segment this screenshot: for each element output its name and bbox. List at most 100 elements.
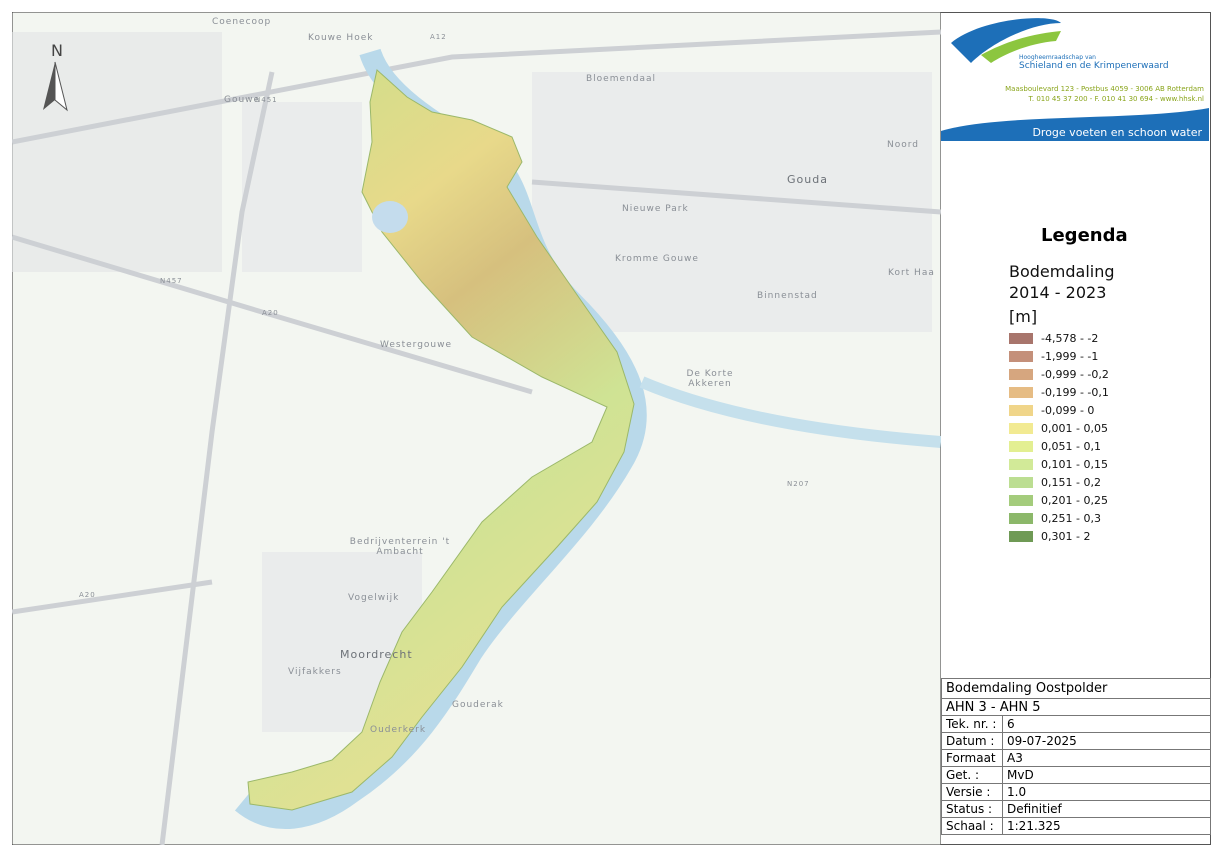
field-label: Datum :	[941, 732, 1003, 750]
legend-label: -1,999 - -1	[1041, 349, 1099, 363]
legend-swatch	[1009, 512, 1033, 524]
legend-label: 0,051 - 0,1	[1041, 439, 1101, 453]
side-panel: Hoogheemraadschap van Schieland en de Kr…	[941, 12, 1211, 845]
legend-label: -0,999 - -0,2	[1041, 367, 1109, 381]
legend-swatch	[1009, 458, 1033, 470]
north-label: N	[51, 41, 63, 60]
field-label: Formaat	[941, 749, 1003, 767]
legend-swatch	[1009, 368, 1033, 380]
field-value: Definitief	[1002, 800, 1211, 818]
map-label: Kort Haa	[888, 268, 935, 278]
map-label: De Korte Akkeren	[686, 369, 734, 389]
industrial-area	[12, 32, 222, 272]
title-block-row: Tek. nr. :6	[941, 715, 1211, 733]
map-label: Kromme Gouwe	[615, 254, 699, 264]
map-label: Bedrijventerrein 't Ambacht	[349, 537, 451, 557]
legend-label: -0,099 - 0	[1041, 403, 1095, 417]
map-label: Kouwe Hoek	[308, 33, 374, 43]
north-arrow	[43, 61, 68, 112]
logo-text: Schieland en de Krimpenerwaard	[1019, 61, 1169, 71]
roads	[12, 29, 941, 845]
legend-swatch	[1009, 332, 1033, 344]
legend-label: 0,251 - 0,3	[1041, 511, 1101, 525]
field-label: Status :	[941, 800, 1003, 818]
title-block-rows: Tek. nr. :6 Datum :09-07-2025 Formaat A3 Get…	[941, 715, 1211, 835]
legend-item: 0,301 - 2	[1009, 529, 1090, 543]
field-value: MvD	[1002, 766, 1211, 784]
map-label: Bloemendaal	[586, 74, 656, 84]
legend-item: -4,578 - -2	[1009, 331, 1098, 345]
legend-swatch	[1009, 350, 1033, 362]
legend-item: 0,101 - 0,15	[1009, 457, 1108, 471]
legend-unit: [m]	[1009, 307, 1038, 326]
map-label: A20	[79, 591, 96, 599]
title-block-row: Formaat A3	[941, 749, 1211, 767]
legend-label: -4,578 - -2	[1041, 331, 1099, 345]
map-label: N451	[255, 96, 278, 104]
legend-item: 0,051 - 0,1	[1009, 439, 1101, 453]
legend-swatch	[1009, 494, 1033, 506]
map-label: Moordrecht	[340, 648, 413, 661]
title-block-row: Schaal :1:21.325	[941, 817, 1211, 835]
legend-label: 0,201 - 0,25	[1041, 493, 1108, 507]
logo-contact: T. 010 45 37 200 - F. 010 41 30 694 - ww…	[1028, 95, 1204, 103]
legend-layer-title: Bodemdaling 2014 - 2023	[1009, 262, 1115, 302]
field-value: A3	[1002, 749, 1211, 767]
legend-label: 0,151 - 0,2	[1041, 475, 1101, 489]
legend-label: -0,199 - -0,1	[1041, 385, 1109, 399]
legend-swatch	[1009, 422, 1033, 434]
map-label: Coenecoop	[212, 17, 272, 27]
map-label: Binnenstad	[757, 291, 818, 301]
map: N	[12, 12, 941, 845]
map-label: A20	[262, 309, 279, 317]
legend-label: 0,301 - 2	[1041, 529, 1091, 543]
logo-slogan: Droge voeten en schoon water	[1032, 126, 1202, 139]
legend-swatch	[1009, 476, 1033, 488]
map-label: Vogelwijk	[348, 593, 400, 603]
field-label: Versie :	[941, 783, 1003, 801]
field-value: 1.0	[1002, 783, 1211, 801]
legend-swatch	[1009, 440, 1033, 452]
legend-item: -0,999 - -0,2	[1009, 367, 1109, 381]
title-block: Bodemdaling Oostpolder AHN 3 - AHN 5 Tek…	[941, 678, 1211, 835]
legend-label: 0,001 - 0,05	[1041, 421, 1108, 435]
title-block-row: Status : Definitief	[941, 800, 1211, 818]
legend-item: -1,999 - -1	[1009, 349, 1098, 363]
map-label: Gouwe	[224, 95, 261, 105]
title-block-row: Datum :09-07-2025	[941, 732, 1211, 750]
legend-item: 0,151 - 0,2	[1009, 475, 1101, 489]
legend-title: Legenda	[1041, 225, 1128, 246]
legend-item: 0,001 - 0,05	[1009, 421, 1108, 435]
logo-address: Maasboulevard 123 - Postbus 4059 - 3006 …	[1005, 85, 1204, 93]
legend-swatch	[1009, 386, 1033, 398]
legend-item: 0,201 - 0,25	[1009, 493, 1108, 507]
map-label: Nieuwe Park	[622, 204, 689, 214]
river	[639, 376, 941, 448]
polder-area	[247, 69, 635, 811]
field-value: 09-07-2025	[1002, 732, 1211, 750]
map-subtitle: AHN 3 - AHN 5	[941, 698, 1211, 716]
map-label: N207	[787, 480, 810, 488]
lake	[372, 201, 408, 233]
legend-label: 0,101 - 0,15	[1041, 457, 1108, 471]
legend-item: 0,251 - 0,3	[1009, 511, 1101, 525]
map-label: Gouderak	[452, 700, 504, 710]
map-label: Ouderkerk	[370, 725, 427, 735]
legend-swatch	[1009, 530, 1033, 542]
title-block-row: Get. : MvD	[941, 766, 1211, 784]
logo	[941, 18, 1209, 141]
map-label: A12	[430, 33, 447, 41]
legend-swatch	[1009, 404, 1033, 416]
map-title: Bodemdaling Oostpolder	[941, 678, 1211, 699]
field-label: Get. :	[941, 766, 1003, 784]
map-label: N457	[160, 277, 183, 285]
field-label: Tek. nr. :	[941, 715, 1003, 733]
map-label: Westergouwe	[380, 340, 453, 350]
legend-item: -0,199 - -0,1	[1009, 385, 1109, 399]
title-block-row: Versie :1.0	[941, 783, 1211, 801]
field-label: Schaal :	[941, 817, 1003, 835]
map-label: Gouda	[787, 173, 828, 186]
map-label: Noord	[887, 140, 919, 150]
field-value: 1:21.325	[1002, 817, 1211, 835]
legend-item: -0,099 - 0	[1009, 403, 1094, 417]
